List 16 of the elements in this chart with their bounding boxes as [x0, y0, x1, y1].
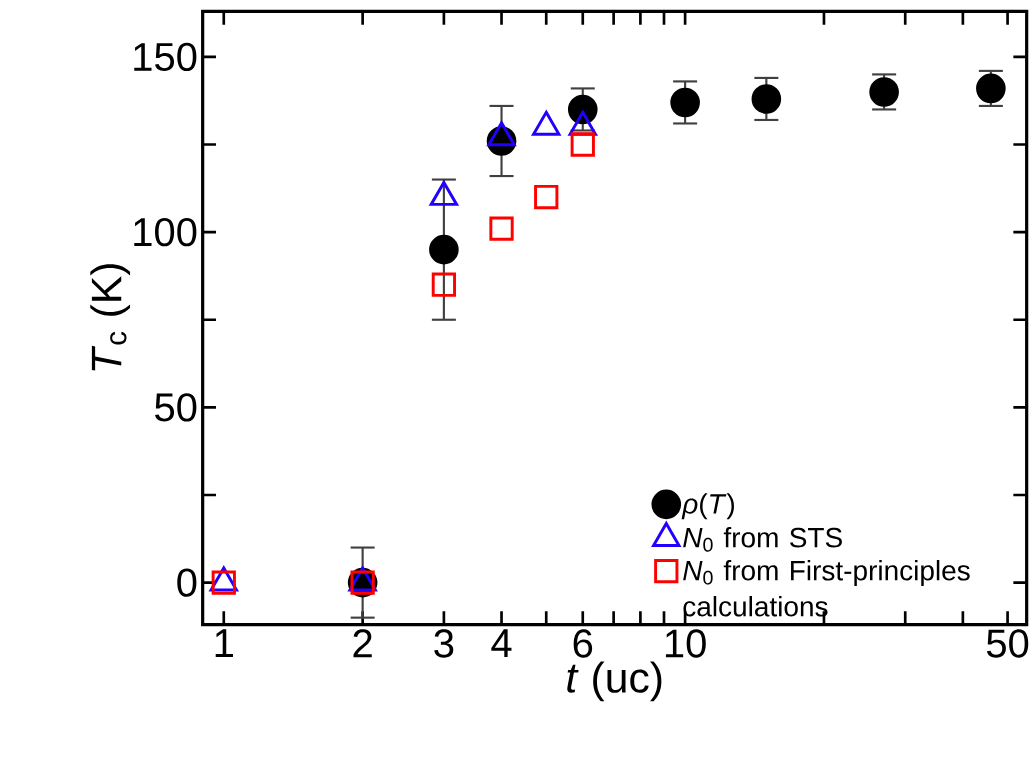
x-tick-label: 50: [986, 629, 1029, 658]
x-tick-label: 2: [353, 629, 372, 658]
x-tick-label: 1: [215, 629, 233, 657]
x-tick-label: 10: [665, 629, 706, 658]
y-tick-label: 50: [155, 393, 197, 422]
x-tick-label: 6: [573, 629, 593, 658]
y-tick-label: 100: [134, 217, 197, 247]
legend-label: N$_{0}$ from STS: [683, 527, 842, 552]
x-tick-label: 4: [491, 629, 512, 657]
y-tick-label: 150: [134, 42, 197, 72]
legend-label: ρ(T): [681, 493, 734, 520]
y-axis-title: T$_{c}$ (K): [90, 264, 131, 371]
x-axis-title: t (uc): [567, 661, 662, 702]
legend-label: N$_{0}$ from First-principles calculations: [683, 559, 970, 617]
x-tick-label: 3: [434, 629, 454, 658]
y-tick-label: 0: [177, 568, 197, 597]
